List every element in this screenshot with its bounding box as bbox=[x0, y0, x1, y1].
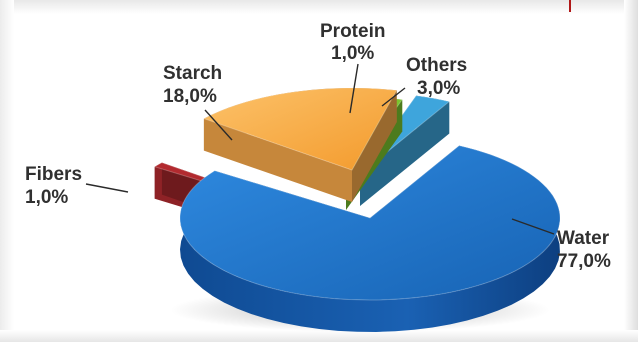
slice-top-starch bbox=[202, 87, 398, 171]
label-protein: Protein 1,0% bbox=[320, 21, 385, 64]
fibers-name: Fibers bbox=[25, 164, 82, 185]
slice-water bbox=[179, 145, 561, 332]
water-value: 77,0% bbox=[557, 251, 611, 272]
water-name: Water bbox=[557, 228, 610, 249]
frame-bottom-shadow bbox=[0, 330, 638, 342]
leader-line-protein bbox=[349, 63, 359, 114]
label-starch: Starch 18,0% bbox=[163, 63, 222, 107]
leader-lines bbox=[85, 63, 555, 235]
frame-right-shadow bbox=[624, 0, 638, 342]
accent-mark bbox=[569, 0, 571, 12]
protein-name: Protein bbox=[320, 21, 385, 42]
starch-value: 18,0% bbox=[163, 86, 217, 107]
frame-top-shadow bbox=[0, 0, 638, 14]
starch-name: Starch bbox=[163, 63, 222, 84]
slice-wall-starch-0 bbox=[203, 118, 352, 202]
protein-value: 1,0% bbox=[331, 43, 374, 64]
label-fibers: Fibers 1,0% bbox=[25, 164, 82, 208]
slice-wall-others-1 bbox=[360, 101, 450, 206]
fibers-value: 1,0% bbox=[25, 187, 68, 208]
leader-line-starch bbox=[204, 109, 233, 141]
leader-line-others bbox=[381, 87, 406, 107]
leader-line-water bbox=[511, 218, 555, 235]
slice-wall-starch-1 bbox=[352, 90, 397, 202]
slice-starch bbox=[202, 87, 398, 202]
label-water: Water 77,0% bbox=[557, 228, 611, 272]
label-others: Others 3,0% bbox=[406, 55, 467, 99]
others-name: Others bbox=[406, 55, 467, 76]
frame-left-shadow bbox=[0, 0, 14, 342]
leader-line-fibers bbox=[85, 183, 129, 193]
others-value: 3,0% bbox=[417, 78, 460, 99]
slice-top-water bbox=[179, 145, 561, 301]
